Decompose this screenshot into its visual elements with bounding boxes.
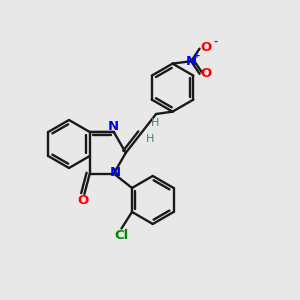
Text: H: H — [150, 118, 159, 128]
Text: N: N — [110, 166, 121, 178]
Text: N: N — [108, 120, 119, 134]
Text: O: O — [201, 67, 212, 80]
Text: Cl: Cl — [114, 229, 129, 242]
Text: +: + — [193, 51, 200, 60]
Text: O: O — [201, 40, 212, 54]
Text: H: H — [146, 134, 154, 144]
Text: N: N — [186, 55, 197, 68]
Text: -: - — [213, 37, 217, 47]
Text: O: O — [77, 194, 88, 207]
